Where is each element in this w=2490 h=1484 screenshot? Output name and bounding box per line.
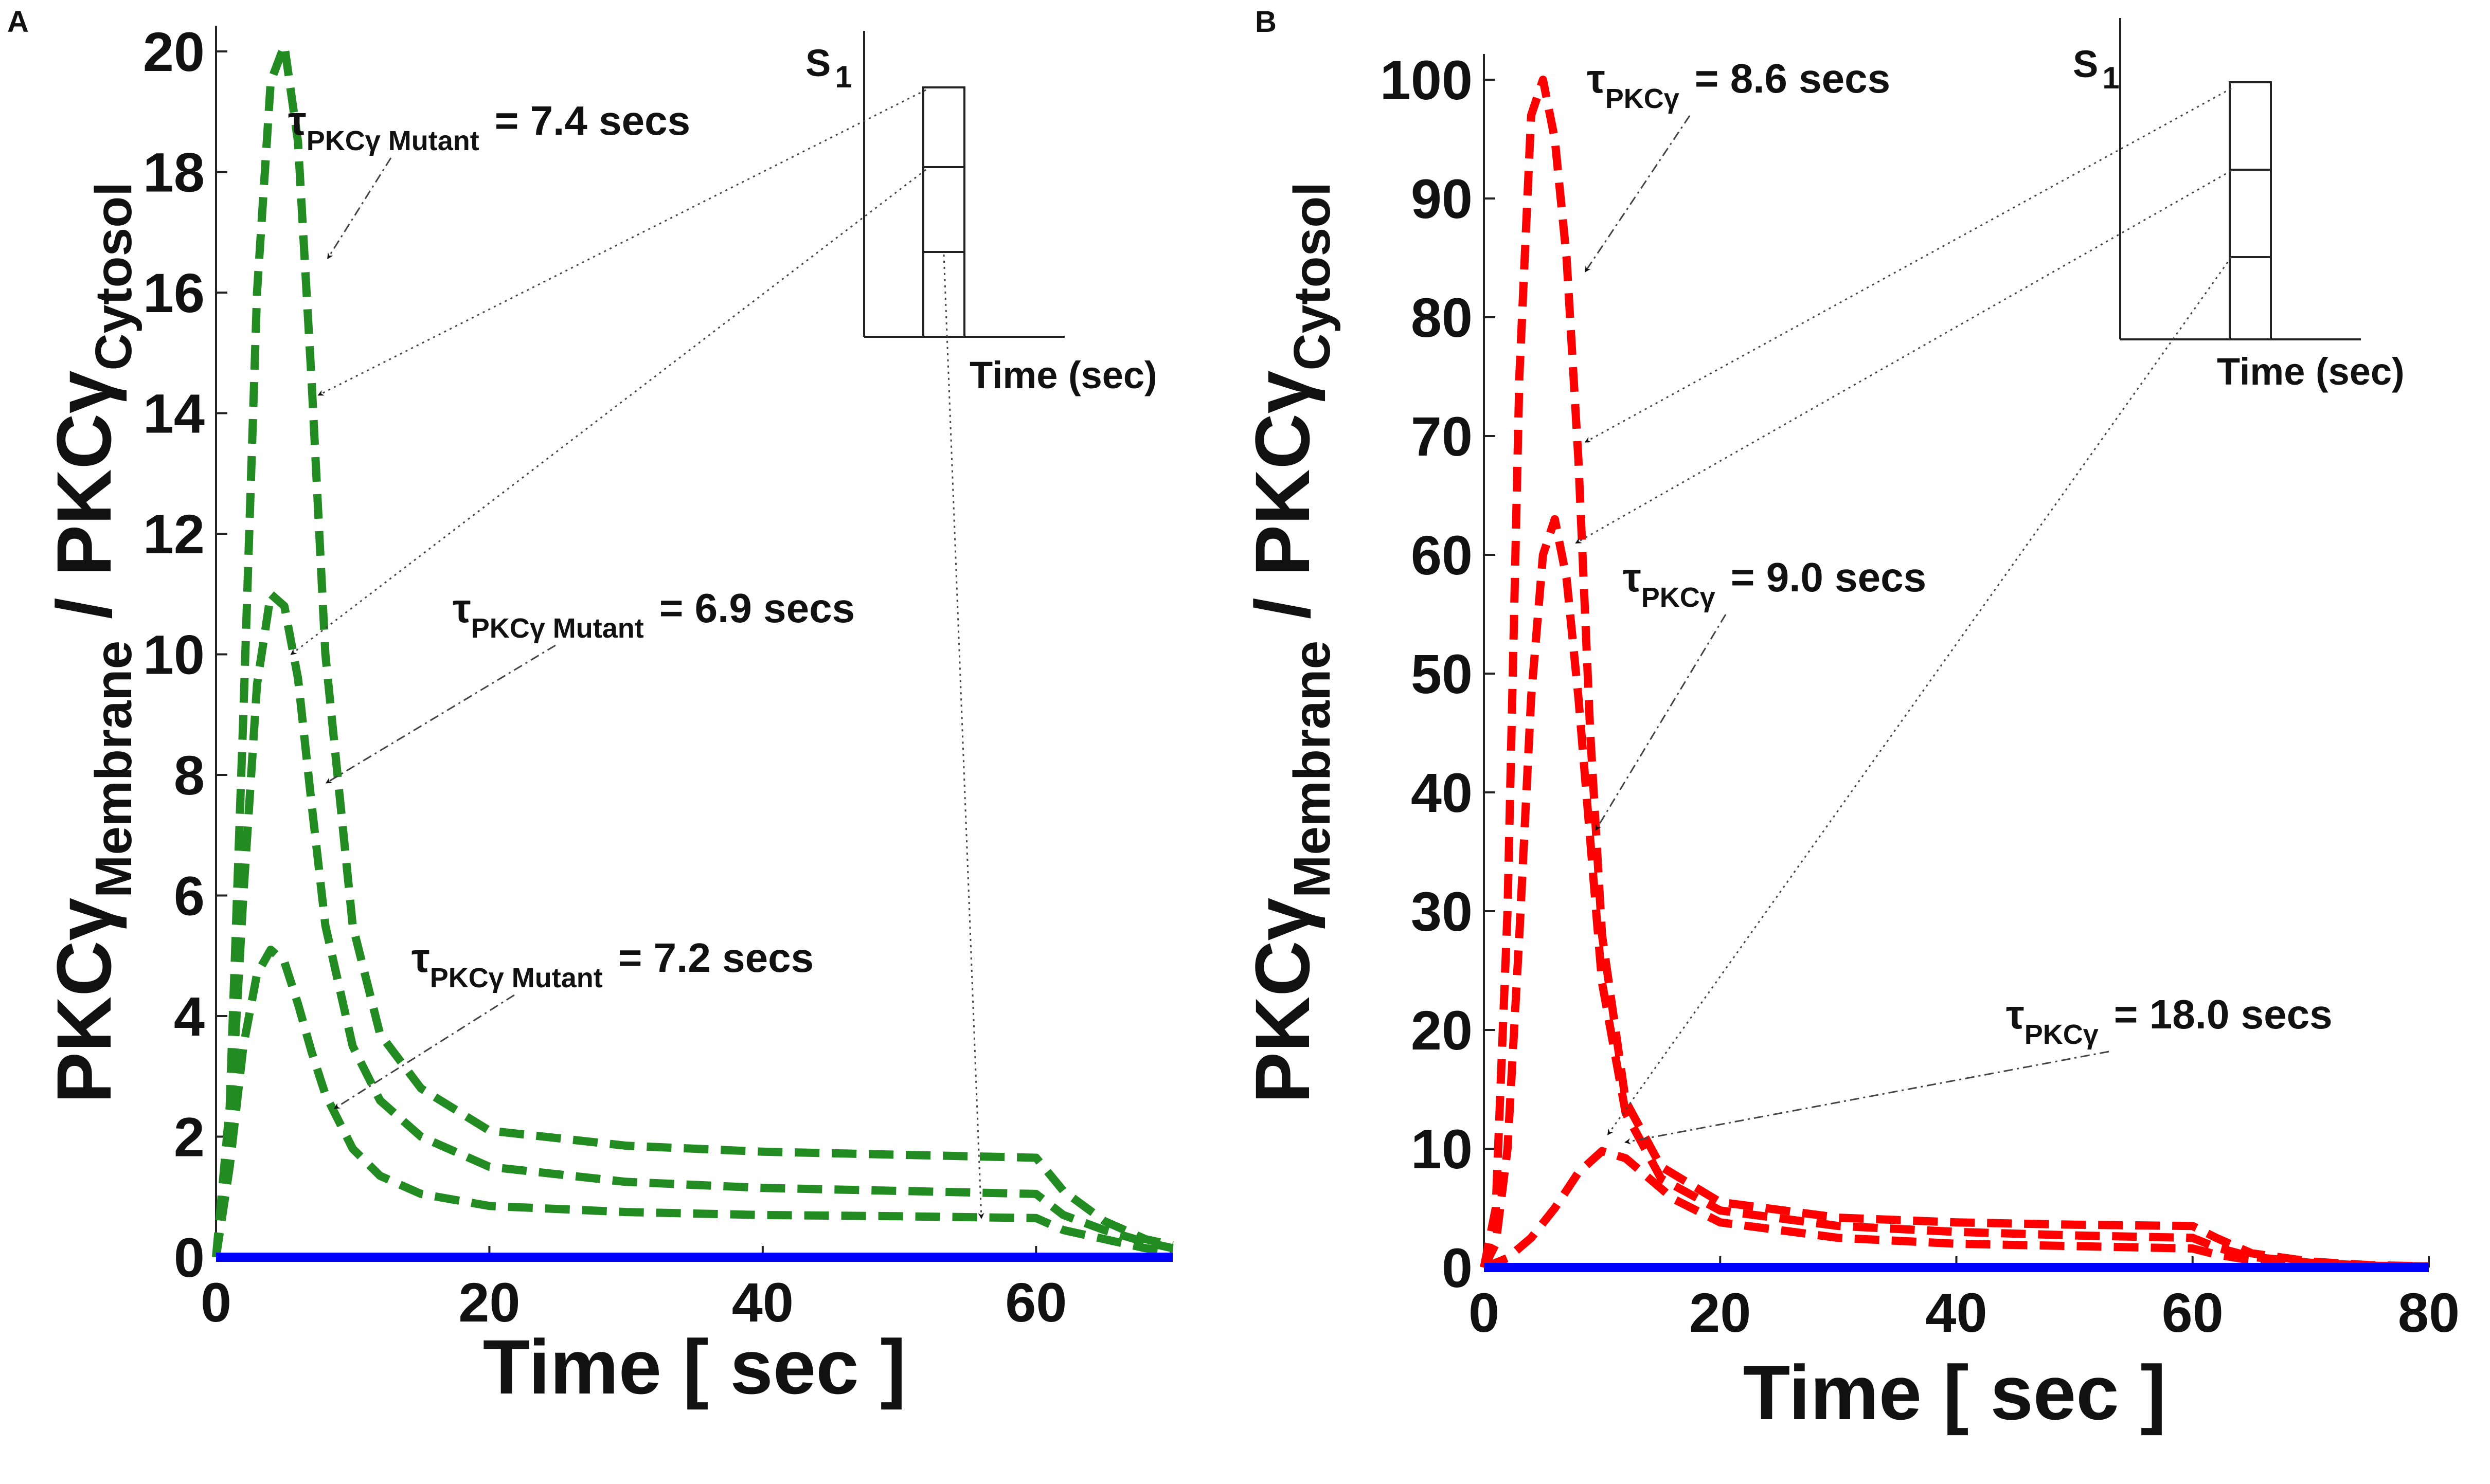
inset-b-bar-2 [2229, 169, 2272, 258]
tau-annotation-text: τPKCγ = 8.6 secs [1587, 56, 1890, 114]
y-tick-label: 60 [1411, 524, 1473, 586]
series-b-low-stimulus [1482, 1147, 2429, 1272]
series-a-mid-stimulus [212, 590, 1174, 1258]
y-tick-label: 8 [174, 744, 205, 806]
y-tick-label: 20 [1411, 999, 1473, 1061]
series-b-mid-stimulus [1480, 515, 2429, 1271]
tau-annotation-text: τPKCγ = 18.0 secs [2006, 991, 2333, 1050]
tau-arrow [333, 994, 515, 1109]
y-tick-label: 10 [143, 624, 205, 686]
y-tick-label: 10 [1411, 1118, 1473, 1180]
tau-annotation: τPKCγ = 9.0 secs [1595, 554, 1926, 831]
y-tick-label: 100 [1380, 49, 1473, 111]
tau-annotation: τPKCγ = 18.0 secs [1624, 991, 2333, 1145]
y-tick-label: 50 [1411, 643, 1473, 705]
inset-b-bar-1 [2229, 81, 2272, 171]
inset-b-arrows [1575, 87, 2232, 1135]
panel-letter-b: B [1255, 5, 1277, 39]
plot-area-a: 0 2 4 6 8 10 12 14 16 18 20 0 20 40 60 [143, 21, 1174, 1333]
x-tick-label: 40 [732, 1271, 794, 1333]
panel-b: B PKCγMembrane / PKCγCytosol 0 10 20 30 40 50… [1239, 5, 2460, 1436]
x-axis-label-b: Time [ sec ] [1743, 1349, 2166, 1436]
y-axis-label-b: PKCγMembrane / PKCγCytosol [1239, 182, 1341, 1103]
y-tick-label: 0 [174, 1226, 205, 1289]
svg-text:PKCγMembrane / PKCγCytosol: PKCγMembrane / PKCγCytosol [1239, 182, 1341, 1103]
tau-arrow [1624, 1051, 2109, 1145]
tau-annotation-text: τPKCγ = 9.0 secs [1623, 554, 1926, 613]
x-tick-label: 60 [2162, 1281, 2224, 1344]
tau-annotation: τPKCγ = 8.6 secs [1584, 56, 1890, 273]
inset-arrow [1607, 257, 2232, 1135]
series-b-high-stimulus [1480, 76, 2429, 1271]
annotations-b: τPKCγ = 8.6 secs τPKCγ = 9.0 secs τPKCγ = 18.… [1584, 56, 2333, 1145]
tau-arrow [1584, 115, 1691, 273]
tau-arrow [1595, 614, 1727, 831]
annotations-a: τPKCγ Mutant = 7.4 secs τPKCγ Mutant = 6.9 … [288, 98, 855, 1109]
inset-a-bar-2 [922, 166, 965, 253]
y-tick-label: 80 [1411, 286, 1473, 349]
inset-arrow [943, 254, 984, 1219]
y-tick-label: 6 [174, 865, 205, 927]
inset-a-arrows [290, 89, 984, 1219]
panel-letter-a: A [7, 5, 29, 39]
y-tick-label: 12 [143, 503, 205, 565]
tau-annotation: τPKCγ Mutant = 7.2 secs [333, 935, 814, 1109]
inset-arrow [1575, 170, 2232, 544]
inset-arrow [1584, 87, 2232, 443]
tau-annotation: τPKCγ Mutant = 7.4 secs [288, 98, 690, 260]
inset-a-xlabel: Time (sec) [970, 354, 1157, 396]
x-tick-label: 60 [1005, 1271, 1067, 1333]
y-tick-label: 18 [143, 141, 205, 204]
y-tick-label: 16 [143, 262, 205, 324]
inset-a-bar-1 [922, 86, 965, 168]
inset-arrow [290, 169, 926, 655]
series-a-high-stimulus [212, 41, 1174, 1258]
y-tick-label: 4 [174, 985, 205, 1047]
y-axis-label-a: PKCγMembrane / PKCγCytosol [41, 182, 142, 1103]
inset-b-bar-3 [2229, 256, 2272, 340]
panel-a: A PKCγMembrane / PKCγCytosol 0 2 4 6 8 10 12 14… [7, 5, 1174, 1410]
x-tick-label: 20 [1689, 1281, 1751, 1344]
x-tick-label: 20 [458, 1271, 520, 1333]
y-tick-label: 20 [143, 21, 205, 83]
tau-annotation: τPKCγ Mutant = 6.9 secs [325, 585, 855, 784]
tau-arrow [327, 157, 392, 260]
tau-annotation-text: τPKCγ Mutant = 6.9 secs [453, 585, 855, 644]
x-tick-label: 0 [1468, 1281, 1499, 1344]
tau-annotation-text: τPKCγ Mutant = 7.4 secs [288, 98, 690, 156]
y-tick-label: 2 [174, 1106, 205, 1168]
y-tick-label: 40 [1411, 762, 1473, 824]
x-tick-label: 40 [1925, 1281, 1987, 1344]
tau-annotation-text: τPKCγ Mutant = 7.2 secs [411, 935, 814, 993]
x-tick-label: 80 [2398, 1281, 2460, 1344]
y-tick-label: 0 [1442, 1237, 1473, 1299]
y-tick-label: 70 [1411, 405, 1473, 467]
tau-arrow [325, 644, 556, 784]
inset-b-xlabel: Time (sec) [2217, 350, 2405, 393]
x-axis-label-a: Time [ sec ] [483, 1324, 906, 1410]
y-tick-label: 14 [143, 383, 205, 445]
x-tick-label: 0 [201, 1271, 231, 1333]
y-tick-label: 30 [1411, 880, 1473, 943]
svg-text:PKCγMembrane / PKCγCytosol: PKCγMembrane / PKCγCytosol [41, 182, 142, 1103]
inset-a-bar-3 [922, 251, 965, 338]
plot-area-b: 0 10 20 30 40 50 60 70 80 90 100 0 20 40 60 80 [1380, 49, 2460, 1344]
series-a-low-stimulus [212, 946, 1173, 1258]
y-tick-label: 90 [1411, 168, 1473, 230]
inset-arrow [317, 89, 926, 396]
